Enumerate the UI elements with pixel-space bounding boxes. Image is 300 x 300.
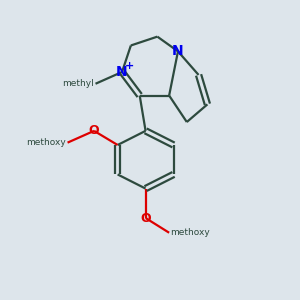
Text: +: +: [125, 61, 134, 71]
Text: O: O: [89, 124, 99, 137]
Text: N: N: [116, 65, 128, 79]
Text: N: N: [172, 44, 184, 58]
Text: O: O: [140, 212, 151, 224]
Text: methoxy: methoxy: [171, 228, 210, 237]
Text: methyl: methyl: [62, 79, 94, 88]
Text: methoxy: methoxy: [26, 138, 66, 147]
